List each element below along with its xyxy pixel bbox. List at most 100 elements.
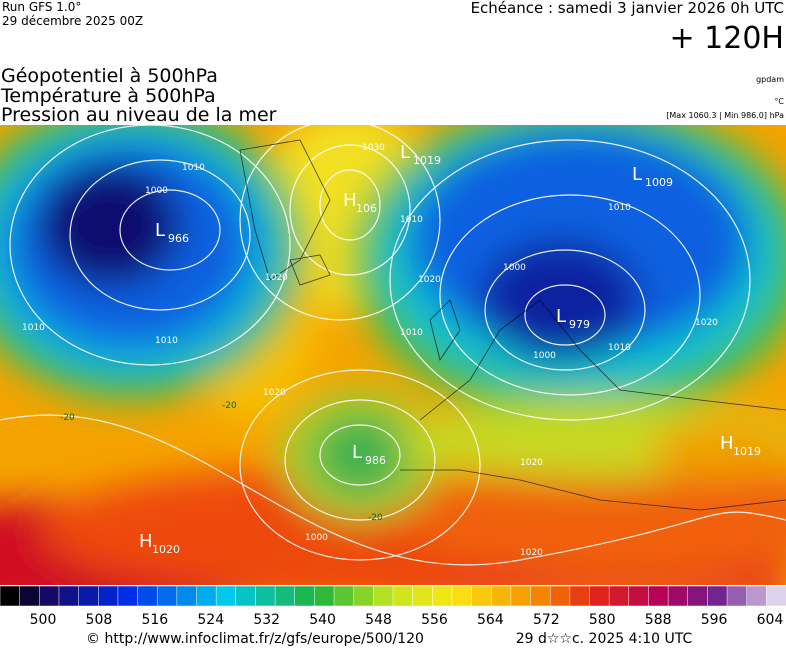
isobar-label: 1000 — [305, 533, 328, 543]
colorbar-swatch — [235, 585, 257, 607]
colorbar-tick-label: 524 — [197, 612, 224, 628]
center-letter: L — [556, 306, 566, 327]
lead-time: + 120H — [670, 21, 785, 56]
isobar-label: 1020 — [520, 458, 543, 468]
colorbar-tick-label: 532 — [253, 612, 280, 628]
colorbar-swatch — [726, 585, 748, 607]
map-field — [0, 125, 786, 585]
center-value: 1019 — [413, 154, 441, 167]
footer-timestamp: 29 d☆☆c. 2025 4:10 UTC — [516, 631, 693, 647]
colorbar-swatch — [274, 585, 296, 607]
colorbar-tick-label: 580 — [589, 612, 616, 628]
isobar-label: 1010 — [400, 215, 423, 225]
center-letter: H — [720, 433, 734, 454]
colorbar-swatch — [766, 585, 786, 607]
center-letter: L — [632, 164, 642, 185]
colorbar-swatch — [19, 585, 41, 607]
isobar-label: 1020 — [263, 388, 286, 398]
colorbar-tick-label: 508 — [86, 612, 113, 628]
colorbar-swatch — [176, 585, 198, 607]
colorbar-swatch — [353, 585, 375, 607]
isobar-label: -20 — [222, 401, 237, 411]
isobar-label: 1010 — [400, 328, 423, 338]
center-value: 1009 — [645, 176, 673, 189]
center-letter: H — [139, 531, 153, 552]
colorbar-swatch — [510, 585, 532, 607]
center-value: 106 — [356, 202, 377, 215]
isobar-label: 1010 — [155, 336, 178, 346]
isobar-label: 1030 — [362, 143, 385, 153]
colorbar-swatch — [58, 585, 80, 607]
colorbar-tick-label: 572 — [533, 612, 560, 628]
legend-line: Pression au niveau de la mer — [1, 104, 277, 126]
colorbar-swatch — [39, 585, 60, 607]
isobar-label: 1020 — [418, 275, 441, 285]
center-letter: L — [400, 142, 410, 163]
legend-line: Géopotentiel à 500hPa — [1, 65, 218, 87]
colorbar-swatch — [98, 585, 119, 607]
isobar-label: 1020 — [695, 318, 718, 328]
center-value: 1019 — [733, 445, 761, 458]
colorbar-swatch — [707, 585, 728, 607]
colorbar-swatch — [196, 585, 217, 607]
colorbar-swatch — [215, 585, 237, 607]
colorbar-swatch — [628, 585, 650, 607]
center-value: 979 — [569, 318, 590, 331]
isobar-label: 1020 — [520, 548, 543, 558]
legend-line: Température à 500hPa — [0, 85, 216, 107]
isobar-label: 1010 — [608, 203, 631, 213]
colorbar-swatch — [549, 585, 571, 607]
colorbar-swatch — [294, 585, 316, 607]
isobar-label: 1000 — [145, 186, 168, 196]
colorbar-swatch — [78, 585, 99, 607]
colorbar-tick-label: 556 — [421, 612, 448, 628]
forecast-time: Echéance : samedi 3 janvier 2026 0h UTC — [471, 0, 784, 17]
colorbar-swatch — [451, 585, 473, 607]
colorbar-swatch — [648, 585, 669, 607]
colorbar-swatch — [432, 585, 453, 607]
colorbar-swatch — [412, 585, 434, 607]
isobar-label: -20 — [60, 413, 75, 423]
colorbar-swatch — [608, 585, 630, 607]
run-date: 29 décembre 2025 00Z — [2, 14, 143, 28]
colorbar-swatch — [333, 585, 355, 607]
isobar-label: 1010 — [182, 163, 205, 173]
center-letter: L — [352, 442, 362, 463]
colorbar-swatch — [687, 585, 709, 607]
colorbar-swatch — [569, 585, 591, 607]
colorbar-swatch — [314, 585, 335, 607]
isobar-label: 1010 — [22, 323, 45, 333]
run-label: Run GFS 1.0° — [2, 0, 81, 14]
center-value: 986 — [365, 454, 386, 467]
colorbar-swatch — [746, 585, 768, 607]
colorbar-tick-label: 516 — [141, 612, 168, 628]
colorbar-swatch — [392, 585, 414, 607]
colorbar-swatch — [137, 585, 158, 607]
colorbar-swatch — [156, 585, 178, 607]
footer-source: © http://www.infoclimat.fr/z/gfs/europe/… — [86, 631, 424, 647]
isobar-label: 1000 — [533, 351, 556, 361]
colorbar-tick-label: 596 — [701, 612, 728, 628]
colorbar-swatch — [117, 585, 139, 607]
legend-unit: gpdam — [756, 75, 784, 84]
colorbar-swatch — [530, 585, 551, 607]
colorbar-tick-label: 548 — [365, 612, 392, 628]
colorbar-swatch — [667, 585, 689, 607]
isobar-label: 1010 — [608, 343, 631, 353]
legend-unit: [Max 1060.3 | Min 986.0] hPa — [666, 111, 784, 120]
isobar-label: 1020 — [265, 273, 288, 283]
center-letter: L — [155, 220, 165, 241]
colorbar-swatch — [471, 585, 493, 607]
isobar-label: -20 — [368, 513, 383, 523]
legend-unit: °C — [774, 97, 784, 106]
colorbar-swatch — [255, 585, 276, 607]
center-value: 966 — [168, 232, 189, 245]
colorbar — [0, 585, 786, 607]
colorbar-tick-label: 604 — [757, 612, 784, 628]
colorbar-swatch — [373, 585, 394, 607]
colorbar-swatch — [491, 585, 512, 607]
colorbar-tick-label: 500 — [30, 612, 57, 628]
colorbar-tick-label: 564 — [477, 612, 504, 628]
center-letter: H — [343, 190, 357, 211]
